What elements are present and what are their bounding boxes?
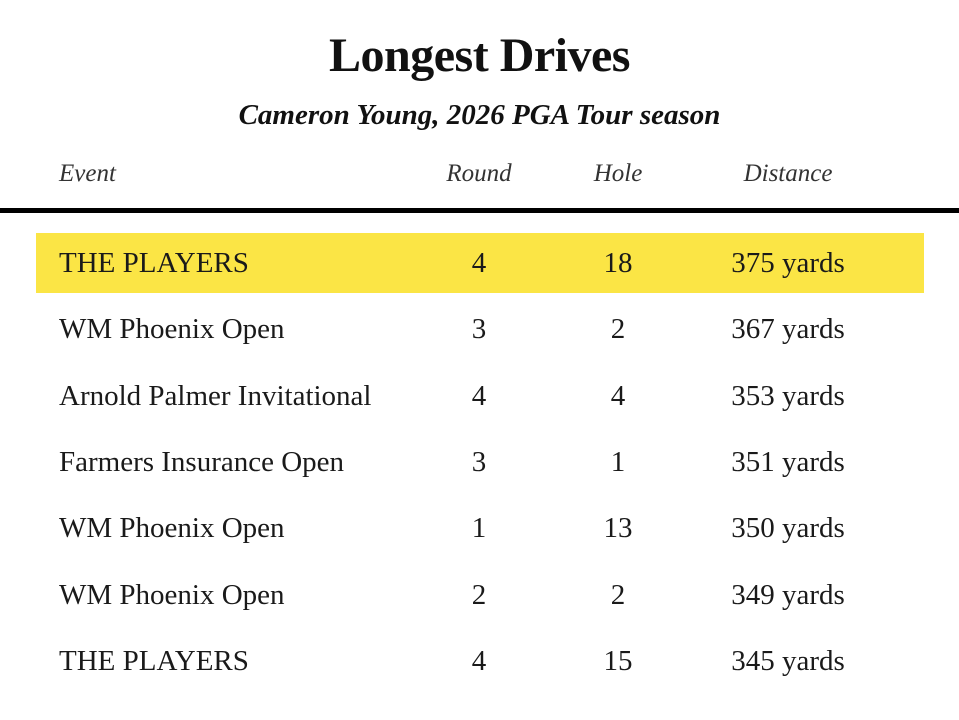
cell-distance: 353 yards <box>731 379 845 412</box>
cell-distance: 345 yards <box>731 644 845 677</box>
cell-distance: 375 yards <box>731 247 845 279</box>
cell-round: 4 <box>471 379 487 412</box>
cell-event: THE PLAYERS <box>59 644 249 677</box>
cell-round: 4 <box>471 644 487 677</box>
cell-event: Arnold Palmer Invitational <box>59 379 372 412</box>
table-row: Farmers Insurance Open 3 1 351 yards <box>36 432 924 492</box>
cell-hole: 4 <box>610 379 626 412</box>
cell-distance: 367 yards <box>731 313 845 346</box>
header-distance: Distance <box>743 160 833 187</box>
cell-hole: 15 <box>603 644 633 677</box>
table-row: WM Phoenix Open 1 13 350 yards <box>36 498 924 558</box>
cell-hole: 13 <box>603 512 633 545</box>
cell-round: 4 <box>471 247 487 279</box>
cell-hole: 18 <box>603 247 633 279</box>
cell-round: 2 <box>471 578 487 611</box>
cell-round: 3 <box>471 445 487 478</box>
cell-hole: 2 <box>610 578 626 611</box>
table-row: WM Phoenix Open 2 2 349 yards <box>36 565 924 625</box>
cell-round: 3 <box>471 313 487 346</box>
table-row: Arnold Palmer Invitational 4 4 353 yards <box>36 366 924 426</box>
cell-hole: 2 <box>610 313 626 346</box>
cell-event: Farmers Insurance Open <box>59 445 345 478</box>
header-hole: Hole <box>593 160 643 187</box>
header-round: Round <box>446 160 512 187</box>
cell-event: WM Phoenix Open <box>59 578 285 611</box>
cell-hole: 1 <box>610 445 626 478</box>
cell-event: WM Phoenix Open <box>59 313 285 346</box>
header-event: Event <box>59 160 116 187</box>
header-divider <box>0 208 959 213</box>
table-title: Longest Drives <box>329 29 630 82</box>
table-row: WM Phoenix Open 3 2 367 yards <box>36 299 924 359</box>
cell-event: WM Phoenix Open <box>59 512 285 545</box>
cell-event: THE PLAYERS <box>59 247 249 279</box>
cell-distance: 351 yards <box>731 445 845 478</box>
table-row: THE PLAYERS 4 15 345 yards <box>36 631 924 691</box>
cell-round: 1 <box>471 512 487 545</box>
cell-distance: 350 yards <box>731 512 845 545</box>
table-subtitle: Cameron Young, 2026 PGA Tour season <box>238 99 721 131</box>
cell-distance: 349 yards <box>731 578 845 611</box>
table-row-highlighted: THE PLAYERS 4 18 375 yards <box>36 233 924 293</box>
